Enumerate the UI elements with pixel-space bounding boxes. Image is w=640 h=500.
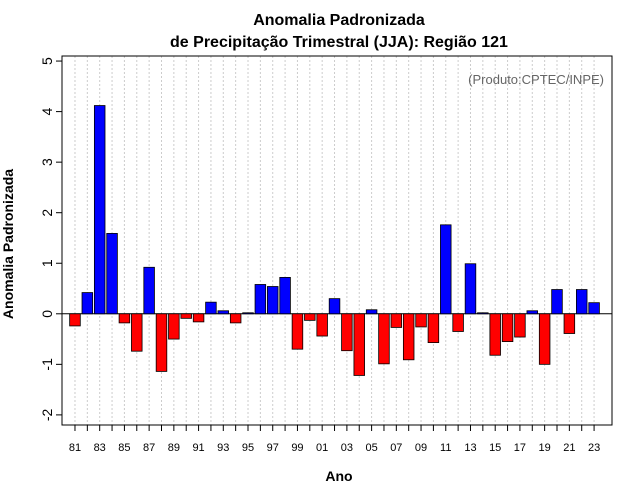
chart-title: Anomalia Padronizada <box>253 12 425 29</box>
bar-2003 <box>341 313 353 352</box>
x-tick-label: 95 <box>242 442 254 454</box>
bar-2004 <box>353 313 365 376</box>
bar-1986 <box>131 313 143 352</box>
x-tick-label: 11 <box>440 442 451 454</box>
y-tick-label: 3 <box>39 158 55 166</box>
x-axis: 81 83 85 87 89 91 93 95 97 99 01 03 05 07 09 11 13 15 17 19… <box>69 425 600 454</box>
bar-1988 <box>155 313 168 372</box>
bar-2015 <box>489 313 501 356</box>
bars <box>69 105 600 376</box>
plot-frame <box>61 55 613 426</box>
bar-2002 <box>328 298 341 315</box>
y-tick-label: 2 <box>39 209 55 217</box>
bar-1990 <box>180 313 192 319</box>
x-tick-label: 15 <box>489 442 501 454</box>
chart-subtitle: de Precipitação Trimestral (JJA): Região… <box>170 34 508 51</box>
bar-1996 <box>254 284 267 315</box>
bar-2023 <box>588 302 600 315</box>
bar-1983 <box>93 105 106 315</box>
bar-2014 <box>477 312 489 315</box>
x-tick-label: 05 <box>365 442 377 454</box>
grid-lines <box>74 56 595 425</box>
x-tick-label: 09 <box>415 442 427 454</box>
x-tick-label: 93 <box>217 442 229 454</box>
bar-1997 <box>267 286 279 315</box>
bar-2005 <box>365 309 378 315</box>
bar-1984 <box>106 233 118 315</box>
bar-1989 <box>168 313 180 340</box>
bar-2020 <box>551 289 563 315</box>
bar-1995 <box>242 312 254 315</box>
bar-2009 <box>415 313 427 328</box>
x-tick-label: 01 <box>316 442 328 454</box>
bar-2011 <box>440 224 452 315</box>
y-tick-label: -2 <box>39 408 55 421</box>
y-axis-label: Anomalia Padronizada <box>0 169 16 319</box>
bar-2012 <box>452 313 464 332</box>
bar-1982 <box>81 292 94 315</box>
x-tick-label: 03 <box>341 442 353 454</box>
x-tick-label: 89 <box>168 442 180 454</box>
bar-2013 <box>464 263 477 315</box>
x-tick-label: 91 <box>192 442 204 454</box>
bar-2019 <box>538 313 551 365</box>
x-tick-label: 17 <box>514 442 526 454</box>
y-tick-label: 1 <box>39 259 55 267</box>
bar-2017 <box>514 313 526 338</box>
bar-2007 <box>390 313 403 328</box>
bar-2006 <box>378 313 390 365</box>
x-tick-label: 87 <box>143 442 155 454</box>
x-tick-label: 13 <box>464 442 476 454</box>
x-tick-label: 19 <box>539 442 551 454</box>
bar-1994 <box>229 313 242 324</box>
bar-2016 <box>501 313 514 342</box>
bar-2000 <box>304 313 316 321</box>
bar-1991 <box>192 313 205 323</box>
y-tick-label: 4 <box>39 108 55 116</box>
x-tick-label: 21 <box>563 442 575 454</box>
x-tick-label: 97 <box>267 442 279 454</box>
bar-2021 <box>563 313 576 334</box>
x-tick-label: 07 <box>390 442 402 454</box>
y-tick-label: -1 <box>39 358 55 371</box>
bar-2001 <box>316 313 328 337</box>
bar-2018 <box>526 310 538 315</box>
bar-1993 <box>217 310 230 315</box>
source-annotation: (Produto:CPTEC/INPE) <box>468 72 604 87</box>
y-tick-label: 0 <box>39 310 55 318</box>
bar-2022 <box>576 289 588 315</box>
bar-2010 <box>427 313 440 344</box>
bar-1999 <box>291 313 304 350</box>
bar-1985 <box>118 313 131 324</box>
bar-2008 <box>402 313 415 361</box>
bar-1987 <box>143 266 155 315</box>
x-tick-label: 23 <box>588 442 600 454</box>
y-axis: -2 -1 0 1 2 3 4 5 <box>39 57 62 421</box>
x-axis-label: Ano <box>325 468 352 484</box>
y-tick-label: 5 <box>39 57 55 65</box>
x-tick-label: 85 <box>118 442 130 454</box>
bar-1992 <box>205 301 217 315</box>
x-tick-label: 83 <box>94 442 106 454</box>
x-tick-label: 99 <box>291 442 303 454</box>
x-tick-label: 81 <box>69 442 81 454</box>
bar-1981 <box>69 313 81 327</box>
bar-1998 <box>279 276 291 315</box>
